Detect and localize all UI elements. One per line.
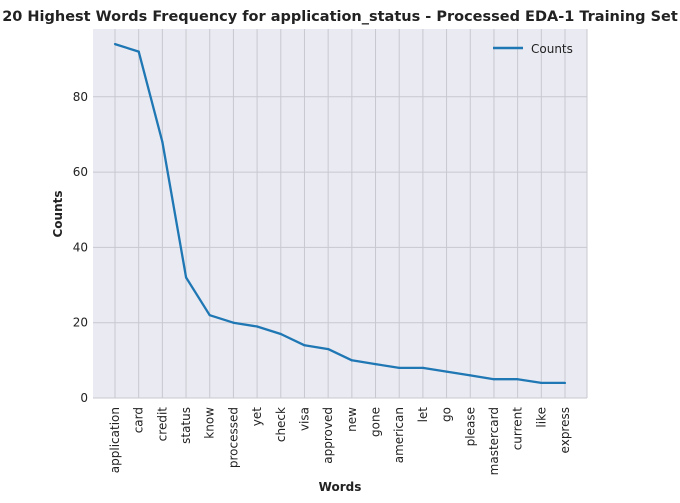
x-tick-label: gone — [369, 407, 383, 437]
x-tick-label: card — [132, 407, 146, 433]
x-tick-label: please — [463, 407, 477, 446]
y-tick-label: 40 — [73, 240, 88, 254]
x-tick-label: new — [345, 407, 359, 432]
data-point — [185, 276, 187, 278]
y-axis-label: Counts — [51, 190, 65, 237]
data-point — [422, 367, 424, 369]
x-tick-label: approved — [321, 407, 335, 464]
x-tick-label: processed — [226, 407, 240, 468]
data-point — [114, 43, 116, 45]
data-point — [161, 141, 163, 143]
y-tick-label: 0 — [80, 391, 88, 405]
x-tick-label: mastercard — [487, 407, 501, 475]
data-point — [351, 359, 353, 361]
x-tick-label: express — [558, 407, 572, 453]
y-tick-label: 80 — [73, 90, 88, 104]
x-tick-label: visa — [297, 407, 311, 431]
y-tick-label: 20 — [73, 316, 88, 330]
data-point — [469, 374, 471, 376]
x-tick-label: application — [108, 407, 122, 473]
data-point — [564, 382, 566, 384]
data-point — [445, 371, 447, 373]
x-tick-label: let — [416, 407, 430, 423]
data-point — [232, 322, 234, 324]
x-tick-label: current — [511, 407, 525, 451]
data-point — [493, 378, 495, 380]
data-point — [540, 382, 542, 384]
x-tick-label: status — [179, 407, 193, 444]
x-tick-label: know — [203, 407, 217, 439]
y-tick-label: 60 — [73, 165, 88, 179]
x-tick-label: check — [274, 407, 288, 442]
data-point — [256, 325, 258, 327]
data-point — [327, 348, 329, 350]
data-point — [280, 333, 282, 335]
x-tick-label: credit — [155, 407, 169, 442]
x-axis-label: Words — [319, 480, 362, 494]
x-tick-label: yet — [250, 407, 264, 426]
legend-label: Counts — [531, 42, 573, 56]
plot-area — [93, 29, 587, 398]
data-point — [517, 378, 519, 380]
data-point — [303, 344, 305, 346]
data-point — [209, 314, 211, 316]
x-tick-label: like — [534, 407, 548, 428]
x-tick-label: go — [440, 407, 454, 422]
data-point — [138, 50, 140, 52]
data-point — [374, 363, 376, 365]
chart-title: 20 Highest Words Frequency for applicati… — [2, 9, 678, 25]
data-point — [398, 367, 400, 369]
x-tick-label: american — [392, 407, 406, 463]
